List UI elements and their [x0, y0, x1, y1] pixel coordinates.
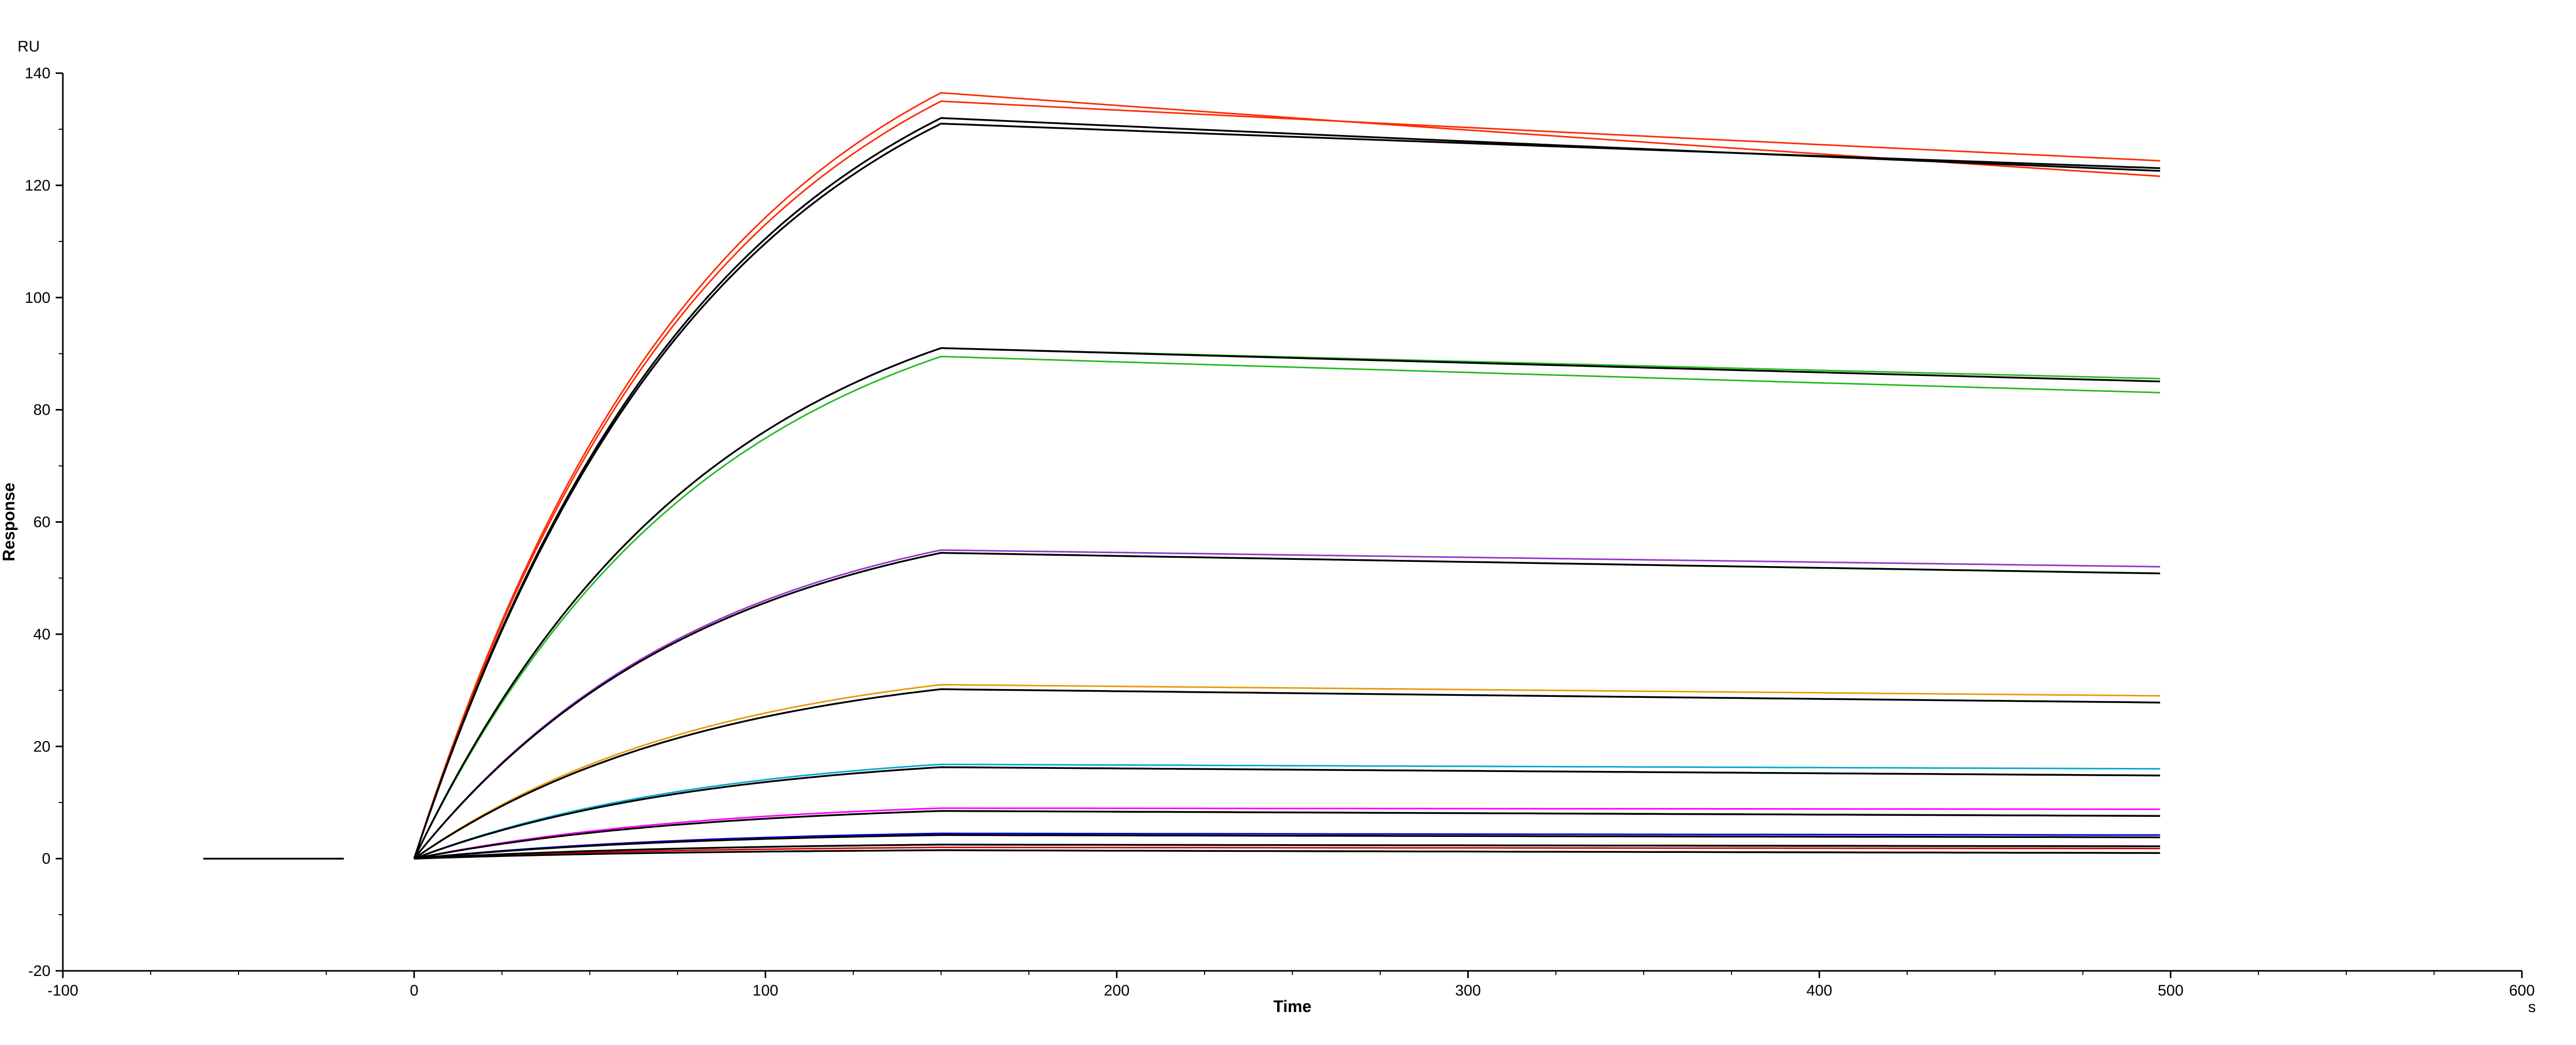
- y-axis-title: Response: [0, 483, 18, 561]
- y-tick-label: 20: [33, 738, 50, 755]
- series-line-5: [413, 355, 2160, 859]
- series-line-20: [414, 849, 2160, 860]
- series-line-12: [414, 763, 2160, 860]
- series-line-3: [413, 117, 2160, 859]
- series-line-17: [414, 834, 2160, 860]
- y-tick-label: 40: [33, 626, 50, 643]
- y-tick-label: 100: [25, 289, 50, 306]
- series-line-13: [414, 766, 2160, 860]
- x-tick-label: 500: [2158, 982, 2183, 999]
- series-line-7: [413, 347, 2160, 859]
- y-tick-label: -20: [28, 963, 50, 980]
- series-line-19: [414, 844, 2160, 860]
- series-line-15: [414, 810, 2160, 860]
- x-axis-title: Time: [1273, 997, 1311, 1016]
- series-line-8: [413, 549, 2160, 860]
- ticks: -20 0 20 40 60 80 100 120 140 -100 0 100 200 300 400 50…: [25, 65, 2535, 999]
- y-tick-label: 60: [33, 514, 50, 531]
- series-line-2: [413, 100, 2160, 859]
- series-line-14: [414, 807, 2160, 860]
- series-layer: [203, 92, 2160, 860]
- x-tick-label: 200: [1104, 982, 1130, 999]
- y-tick-label: 140: [25, 65, 50, 82]
- series-line-9: [413, 552, 2160, 860]
- x-tick-label: 400: [1806, 982, 1832, 999]
- series-line-10: [414, 683, 2160, 860]
- series-line-18: [414, 846, 2160, 860]
- x-tick-label: 0: [410, 982, 419, 999]
- series-line-6: [413, 347, 2160, 859]
- x-tick-label: 600: [2509, 982, 2535, 999]
- series-line-1: [413, 92, 2160, 859]
- x-unit-label: s: [2528, 999, 2536, 1016]
- x-tick-label: 300: [1455, 982, 1481, 999]
- x-tick-label: 100: [753, 982, 778, 999]
- y-tick-label: 120: [25, 177, 50, 194]
- y-tick-label: 0: [42, 850, 50, 867]
- x-tick-label: -100: [47, 982, 78, 999]
- series-line-11: [413, 688, 2160, 860]
- y-tick-label: 80: [33, 402, 50, 419]
- series-line-4: [413, 123, 2160, 859]
- y-unit-label: RU: [18, 38, 40, 55]
